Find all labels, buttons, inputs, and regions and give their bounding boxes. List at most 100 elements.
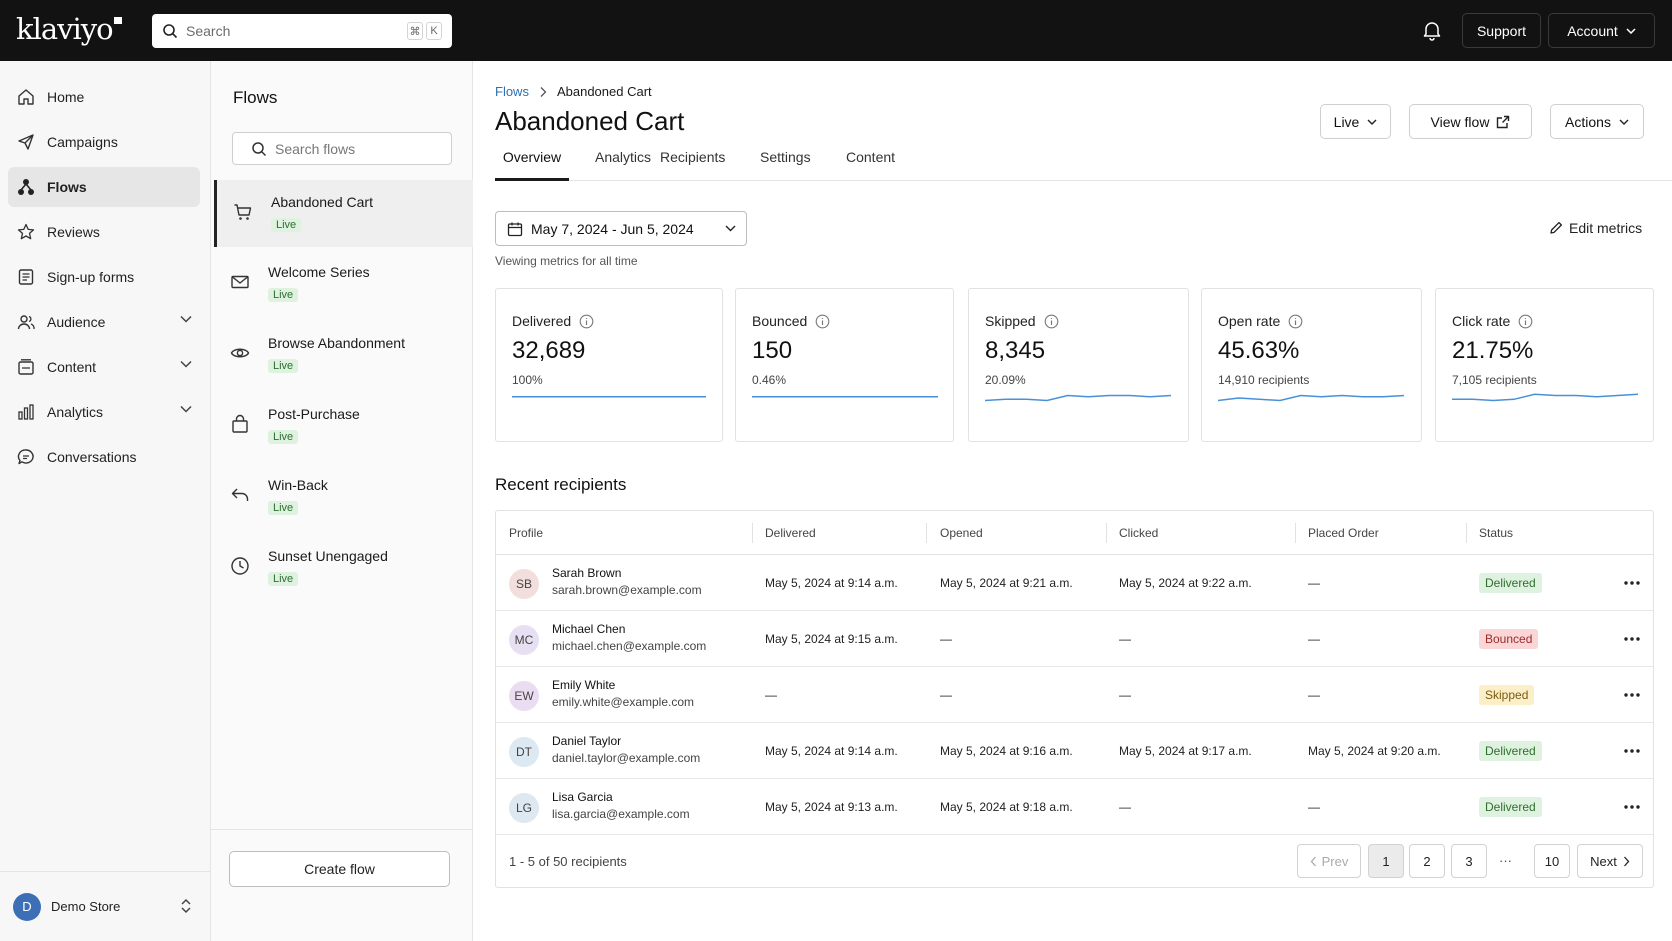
account-button[interactable]: Account: [1548, 13, 1655, 48]
profile-name[interactable]: Lisa Garcia: [552, 790, 613, 804]
flow-name: Sunset Unengaged: [268, 548, 388, 564]
column-header-delivered[interactable]: Delivered: [765, 525, 816, 540]
recent-recipients-title: Recent recipients: [495, 475, 627, 494]
store-avatar: D: [13, 892, 41, 921]
more-options-icon[interactable]: [1624, 749, 1640, 753]
breadcrumb-flows-link[interactable]: Flows: [495, 84, 529, 99]
tab-content[interactable]: Content: [846, 149, 896, 165]
chevron-down-icon: [180, 360, 192, 368]
info-icon[interactable]: [815, 314, 830, 329]
store-name: Demo Store: [51, 899, 121, 914]
actions-label: Actions: [1565, 113, 1611, 130]
nav-item-analytics[interactable]: Analytics: [8, 392, 200, 432]
profile-name[interactable]: Daniel Taylor: [552, 734, 622, 748]
nav-item-campaigns[interactable]: Campaigns: [8, 122, 200, 162]
metric-card-skipped[interactable]: Skipped 8,345 20.09%: [968, 288, 1189, 442]
nav-item-conversations[interactable]: Conversations: [8, 437, 200, 477]
table-row[interactable]: LG Lisa Garcia lisa.garcia@example.com M…: [496, 779, 1653, 835]
tab-recipients[interactable]: Recipients: [660, 149, 726, 165]
store-switcher[interactable]: D Demo Store: [0, 871, 210, 941]
support-button[interactable]: Support: [1462, 13, 1541, 48]
info-icon[interactable]: [1518, 314, 1533, 329]
date-range-picker[interactable]: May 7, 2024 - Jun 5, 2024: [495, 211, 747, 246]
profile-name[interactable]: Emily White: [552, 678, 616, 692]
flow-item-welcome-series[interactable]: Welcome Series Live: [214, 250, 473, 317]
flows-icon: [17, 178, 35, 196]
column-header-status[interactable]: Status: [1479, 525, 1514, 540]
nav-item-home[interactable]: Home: [8, 77, 200, 117]
info-icon[interactable]: [1044, 314, 1059, 329]
table-row[interactable]: MC Michael Chen michael.chen@example.com…: [496, 611, 1653, 667]
flows-search-input[interactable]: Search flows: [232, 132, 452, 165]
avatar: DT: [509, 737, 539, 767]
tab-settings[interactable]: Settings: [760, 149, 811, 165]
nav-item-reviews[interactable]: Reviews: [8, 212, 200, 252]
shortcut-k-key: K: [426, 22, 442, 40]
pagination-page-2[interactable]: 2: [1409, 844, 1445, 878]
more-options-icon[interactable]: [1624, 805, 1640, 809]
metric-card-bounced[interactable]: Bounced 150 0.46%: [735, 288, 954, 442]
nav-label: Content: [47, 359, 97, 375]
metric-card-click-rate[interactable]: Click rate 21.75% 7,105 recipients: [1435, 288, 1654, 442]
nav-item-signup-forms[interactable]: Sign-up forms: [8, 257, 200, 297]
column-header-placed-order[interactable]: Placed Order: [1308, 525, 1379, 540]
flow-name: Win-Back: [268, 477, 328, 493]
chat-icon: [17, 448, 35, 466]
tab-analytics[interactable]: Analytics: [595, 149, 652, 165]
table-row[interactable]: DT Daniel Taylor daniel.taylor@example.c…: [496, 723, 1653, 779]
profile-name[interactable]: Sarah Brown: [552, 566, 622, 580]
metric-card-open-rate[interactable]: Open rate 45.63% 14,910 recipients: [1201, 288, 1422, 442]
pagination-page-10[interactable]: 10: [1534, 844, 1570, 878]
left-nav: Home Campaigns Flows Reviews Sign-up for…: [0, 61, 211, 941]
nav-item-audience[interactable]: Audience: [8, 302, 200, 342]
pagination-page-1[interactable]: 1: [1368, 844, 1404, 878]
profile-email: daniel.taylor@example.com: [552, 751, 701, 765]
pagination-page-3[interactable]: 3: [1451, 844, 1487, 878]
profile-email: sarah.brown@example.com: [552, 583, 702, 597]
status-badge: Live: [268, 359, 299, 373]
klaviyo-logo[interactable]: klaviyo: [16, 12, 122, 46]
metric-sub: 0.46%: [752, 373, 787, 387]
cell-delivered: May 5, 2024 at 9:15 a.m.: [765, 632, 898, 646]
chevron-down-icon: [1619, 119, 1629, 125]
nav-item-flows[interactable]: Flows: [8, 167, 200, 207]
more-options-icon[interactable]: [1624, 581, 1640, 585]
nav-label: Campaigns: [47, 134, 118, 150]
column-header-opened[interactable]: Opened: [940, 525, 983, 540]
info-icon[interactable]: [579, 314, 594, 329]
status-select[interactable]: Live: [1320, 104, 1391, 139]
edit-metrics-button[interactable]: Edit metrics: [1549, 220, 1642, 236]
metric-card-delivered[interactable]: Delivered 32,689 100%: [495, 288, 723, 442]
column-header-clicked[interactable]: Clicked: [1119, 525, 1159, 540]
main-content: Flows Abandoned Cart Abandoned Cart Live…: [473, 61, 1672, 941]
cell-opened: May 5, 2024 at 9:18 a.m.: [940, 800, 1073, 814]
more-options-icon[interactable]: [1624, 693, 1640, 697]
flow-item-sunset-unengaged[interactable]: Sunset Unengaged Live: [214, 534, 473, 601]
profile-email: emily.white@example.com: [552, 695, 695, 709]
flow-item-abandoned-cart[interactable]: Abandoned Cart Live: [214, 180, 473, 247]
profile-name[interactable]: Michael Chen: [552, 622, 626, 636]
flow-name: Post-Purchase: [268, 406, 360, 422]
cell-clicked: —: [1119, 632, 1131, 646]
bell-icon[interactable]: [1421, 19, 1443, 41]
metric-label: Bounced: [752, 313, 808, 329]
info-icon[interactable]: [1288, 314, 1303, 329]
more-options-icon[interactable]: [1624, 637, 1640, 641]
create-flow-button[interactable]: Create flow: [229, 851, 450, 887]
flow-item-browse-abandonment[interactable]: Browse Abandonment Live: [214, 321, 473, 388]
flow-item-win-back[interactable]: Win-Back Live: [214, 463, 473, 530]
flow-item-post-purchase[interactable]: Post-Purchase Live: [214, 392, 473, 459]
view-flow-button[interactable]: View flow: [1409, 104, 1532, 139]
flows-search-placeholder: Search flows: [275, 140, 356, 157]
actions-button[interactable]: Actions: [1550, 104, 1644, 139]
cell-placed-order: —: [1308, 632, 1320, 646]
global-search[interactable]: Search ⌘ K: [152, 14, 452, 48]
pagination-next-button[interactable]: Next: [1577, 844, 1643, 878]
nav-item-content[interactable]: Content: [8, 347, 200, 387]
metric-label: Open rate: [1218, 313, 1281, 329]
tab-overview[interactable]: Overview: [495, 148, 569, 181]
column-header-profile[interactable]: Profile: [509, 525, 544, 540]
table-row[interactable]: SB Sarah Brown sarah.brown@example.com M…: [496, 555, 1653, 611]
pagination-prev-button[interactable]: Prev: [1297, 844, 1361, 878]
table-row[interactable]: EW Emily White emily.white@example.com —…: [496, 667, 1653, 723]
